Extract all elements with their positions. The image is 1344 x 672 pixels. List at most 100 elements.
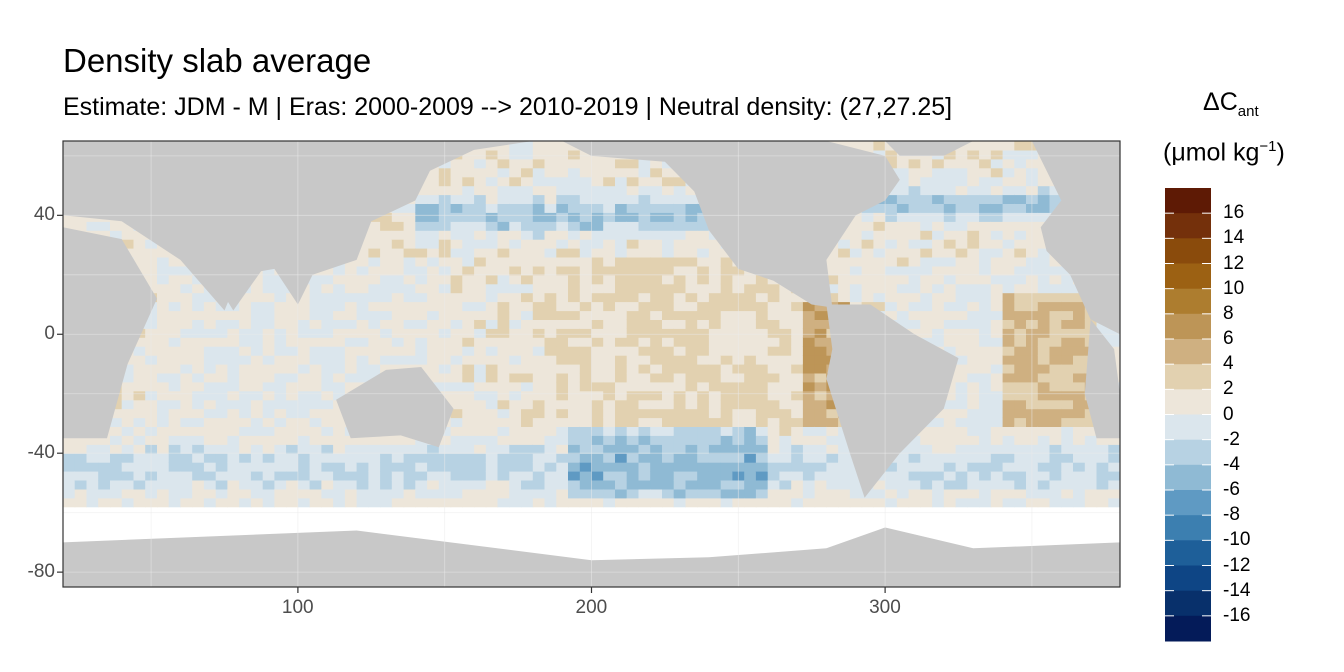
heatmap-cell xyxy=(650,426,663,436)
heatmap-cell xyxy=(650,167,663,178)
heatmap-cell xyxy=(838,444,851,454)
heatmap-cell xyxy=(779,346,792,356)
heatmap-cell xyxy=(462,203,475,213)
heatmap-cell xyxy=(192,435,205,445)
heatmap-cell xyxy=(861,221,874,231)
heatmap-cell xyxy=(791,319,804,329)
heatmap-cell xyxy=(544,390,557,401)
heatmap-cell xyxy=(227,355,240,365)
heatmap-cell xyxy=(556,274,569,285)
heatmap-cell xyxy=(321,337,334,347)
heatmap-cell xyxy=(673,417,686,427)
heatmap-cell xyxy=(544,265,557,276)
heatmap-cell xyxy=(568,390,581,401)
heatmap-cell xyxy=(568,212,581,222)
heatmap-cell xyxy=(896,453,910,463)
heatmap-cell xyxy=(626,417,639,427)
heatmap-cell xyxy=(1037,390,1051,401)
heatmap-cell xyxy=(391,283,405,294)
heatmap-cell xyxy=(380,480,393,490)
heatmap-cell xyxy=(474,319,487,329)
heatmap-cell xyxy=(157,471,170,481)
heatmap-cell xyxy=(779,471,792,481)
heatmap-cell xyxy=(532,239,546,249)
heatmap-cell xyxy=(157,319,170,329)
heatmap-cell xyxy=(368,274,381,285)
heatmap-cell xyxy=(344,480,358,490)
heatmap-cell xyxy=(685,221,698,231)
heatmap-cell xyxy=(885,248,898,258)
heatmap-cell xyxy=(415,230,428,240)
heatmap-cell xyxy=(626,364,639,374)
heatmap-cell xyxy=(532,346,546,356)
heatmap-cell xyxy=(497,274,510,285)
heatmap-cell xyxy=(603,212,616,222)
heatmap-cell xyxy=(380,248,393,258)
heatmap-cell xyxy=(744,426,757,436)
heatmap-cell xyxy=(286,346,299,356)
heatmap-cell xyxy=(262,265,275,276)
heatmap-cell xyxy=(485,337,499,347)
heatmap-cell xyxy=(1096,328,1109,338)
heatmap-cell xyxy=(755,471,769,481)
heatmap-cell xyxy=(509,274,522,285)
heatmap-cell xyxy=(662,257,675,267)
heatmap-cell xyxy=(380,435,393,445)
heatmap-cell xyxy=(979,141,992,151)
heatmap-cell xyxy=(802,497,816,508)
heatmap-cell xyxy=(673,381,686,392)
heatmap-cell xyxy=(356,364,369,374)
heatmap-cell xyxy=(168,497,181,508)
heatmap-cell xyxy=(485,203,499,213)
heatmap-cell xyxy=(203,337,217,347)
heatmap-cell xyxy=(497,167,510,178)
heatmap-cell xyxy=(638,488,651,499)
heatmap-cell xyxy=(215,310,228,320)
heatmap-cell xyxy=(579,185,593,196)
heatmap-cell xyxy=(791,337,804,347)
heatmap-cell xyxy=(1049,364,1062,374)
heatmap-cell xyxy=(591,212,604,222)
heatmap-cell xyxy=(979,239,992,249)
heatmap-cell xyxy=(297,364,311,374)
heatmap-cell xyxy=(380,301,393,312)
heatmap-cell xyxy=(450,328,463,338)
heatmap-cell xyxy=(603,337,616,347)
heatmap-cell xyxy=(556,390,569,401)
heatmap-cell xyxy=(497,149,510,160)
heatmap-cell xyxy=(497,212,510,222)
heatmap-cell xyxy=(650,471,663,481)
heatmap-cell xyxy=(708,426,722,436)
heatmap-cell xyxy=(802,426,816,436)
heatmap-cell xyxy=(403,355,416,365)
heatmap-cell xyxy=(1049,444,1062,454)
heatmap-cell xyxy=(450,185,463,196)
heatmap-cell xyxy=(474,310,487,320)
heatmap-cell xyxy=(1002,453,1015,463)
heatmap-cell xyxy=(1014,149,1027,160)
heatmap-cell xyxy=(309,328,322,338)
heatmap-cell xyxy=(685,292,698,303)
heatmap-cell xyxy=(556,372,569,383)
heatmap-cell xyxy=(967,390,980,401)
heatmap-cell xyxy=(615,158,628,169)
heatmap-cell xyxy=(556,265,569,276)
heatmap-cell xyxy=(967,230,980,240)
heatmap-cell xyxy=(262,480,275,490)
heatmap-cell xyxy=(380,274,393,285)
heatmap-cell xyxy=(791,453,804,463)
heatmap-cell xyxy=(779,488,792,499)
heatmap-cell xyxy=(615,274,628,285)
heatmap-cell xyxy=(450,212,463,222)
heatmap-cell xyxy=(708,399,722,410)
heatmap-cell xyxy=(779,283,792,294)
heatmap-cell xyxy=(744,444,757,454)
heatmap-cell xyxy=(568,399,581,410)
heatmap-cell xyxy=(720,364,733,374)
heatmap-cell xyxy=(838,435,851,445)
heatmap-cell xyxy=(556,346,569,356)
heatmap-cell xyxy=(180,265,193,276)
heatmap-cell xyxy=(356,471,369,481)
heatmap-cell xyxy=(1002,399,1015,410)
heatmap-cell xyxy=(626,239,639,249)
